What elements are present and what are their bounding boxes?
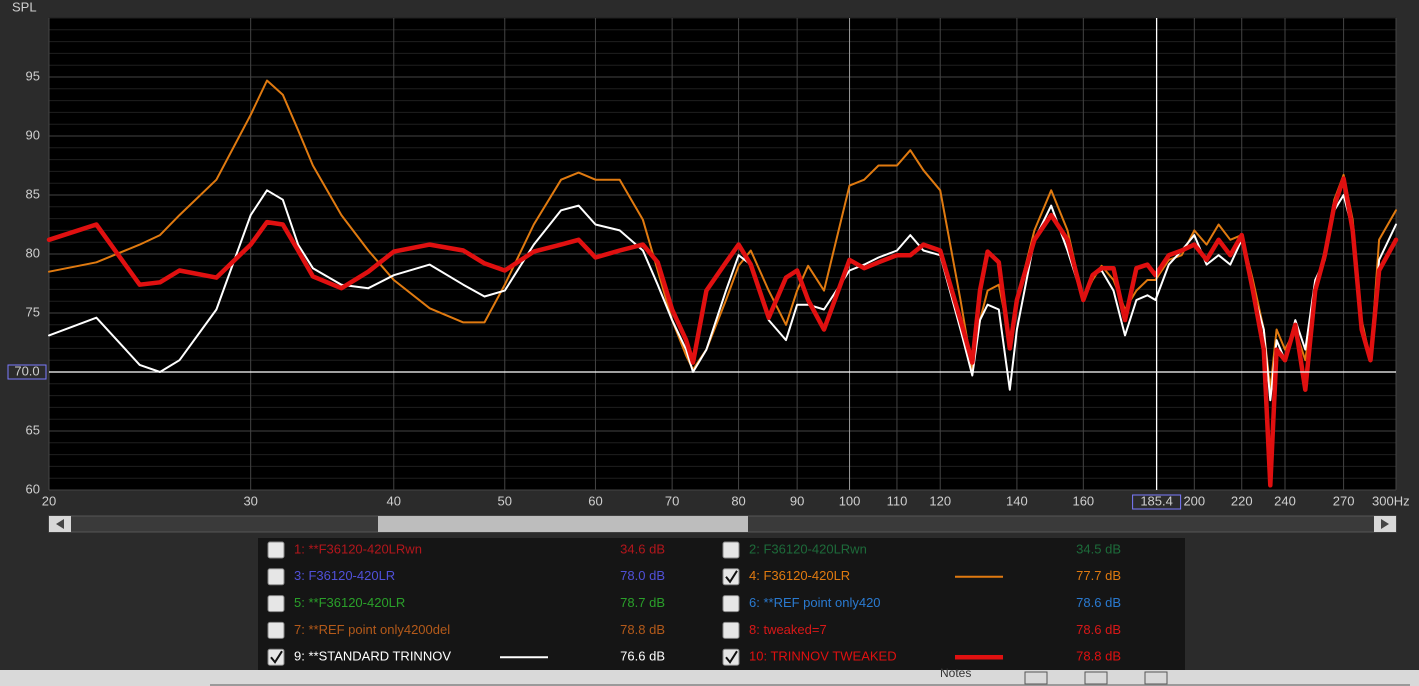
legend-checkbox[interactable] xyxy=(267,621,285,639)
legend-level: 78.8 dB xyxy=(620,622,665,637)
legend-label: 5: **F36120-420LR xyxy=(294,595,405,610)
x-tick-label: 240 xyxy=(1274,493,1296,508)
curve xyxy=(48,189,1397,402)
legend-level: 34.5 dB xyxy=(1076,541,1121,556)
checkmark xyxy=(725,570,738,584)
legend-label: 10: TRINNOV TWEAKED xyxy=(749,649,897,664)
legend-level: 78.6 dB xyxy=(1076,595,1121,610)
x-tick-label: 40 xyxy=(387,493,401,508)
legend-label: 3: F36120-420LR xyxy=(294,568,395,583)
axes: 6065707580859095203040506070809010011012… xyxy=(7,68,1410,510)
toolbar-icon[interactable] xyxy=(1024,671,1048,685)
y-axis-label: SPL xyxy=(12,0,37,14)
x-tick-label: 60 xyxy=(588,493,602,508)
x-tick-label: 110 xyxy=(887,493,908,508)
legend-checkbox[interactable] xyxy=(267,568,285,586)
grid xyxy=(48,17,1397,491)
x-tick-label: 20 xyxy=(42,493,56,508)
scroll-thumb[interactable] xyxy=(378,516,748,532)
toolbar-edge xyxy=(210,684,1410,686)
checkmark xyxy=(725,650,738,664)
legend-level: 78.0 dB xyxy=(620,568,665,583)
legend-panel xyxy=(258,538,1185,670)
curves xyxy=(46,18,1399,490)
x-tick-label: 140 xyxy=(1006,493,1028,508)
x-tick-label: 30 xyxy=(243,493,257,508)
legend-label: 8: tweaked=7 xyxy=(749,622,827,637)
x-tick-label: 270 xyxy=(1333,493,1355,508)
legend-checkbox[interactable] xyxy=(267,541,285,559)
legend-checkbox[interactable] xyxy=(722,595,740,613)
x-tick-label: 50 xyxy=(498,493,512,508)
legend-level: 76.6 dB xyxy=(620,649,665,664)
cursor-x-label: 185.4 xyxy=(1140,493,1173,508)
legend-level: 78.8 dB xyxy=(1076,649,1121,664)
legend-label: 4: F36120-420LR xyxy=(749,568,850,583)
legend-checkbox[interactable] xyxy=(722,541,740,559)
cursor-y-box xyxy=(7,364,47,380)
toolbar-notes[interactable]: Notes xyxy=(940,666,971,680)
cursor-x-box xyxy=(1132,494,1182,510)
toolbar-icon[interactable] xyxy=(1084,671,1108,685)
x-tick-label: 120 xyxy=(929,493,951,508)
x-tick-label: 70 xyxy=(665,493,679,508)
legend-label: 9: **STANDARD TRINNOV xyxy=(294,649,451,664)
arrow-right xyxy=(1381,519,1389,529)
x-tick-label: 90 xyxy=(790,493,804,508)
x-tick-label: 220 xyxy=(1231,493,1253,508)
y-tick-label: 60 xyxy=(26,481,40,496)
legend-checkbox[interactable] xyxy=(267,595,285,613)
curve xyxy=(46,176,1399,488)
legend-level: 77.7 dB xyxy=(1076,568,1121,583)
cursor-y-label: 70.0 xyxy=(14,363,39,378)
legend-label: 1: **F36120-420LRwn xyxy=(294,541,422,556)
legend-level: 34.6 dB xyxy=(620,541,665,556)
y-tick-label: 85 xyxy=(26,186,40,201)
toolbar xyxy=(0,670,1419,686)
y-tick-label: 75 xyxy=(26,304,40,319)
checkmark xyxy=(270,650,283,664)
y-tick-label: 95 xyxy=(26,68,40,83)
y-tick-label: 90 xyxy=(26,127,40,142)
y-tick-label: 65 xyxy=(26,422,40,437)
toolbar-icon[interactable] xyxy=(1144,671,1168,685)
legend-level: 78.6 dB xyxy=(1076,622,1121,637)
y-tick-label: 80 xyxy=(26,245,40,260)
legend-label: 2: F36120-420LRwn xyxy=(749,541,867,556)
x-tick-label: 200 xyxy=(1183,493,1205,508)
x-tick-label: 80 xyxy=(731,493,745,508)
legend-label: 6: **REF point only420 xyxy=(749,595,881,610)
legend-label: 7: **REF point only4200del xyxy=(294,622,450,637)
x-tick-label: 300Hz xyxy=(1372,493,1410,508)
x-tick-label: 100 xyxy=(839,493,861,508)
arrow-left xyxy=(56,519,64,529)
legend: 1: **F36120-420LRwn 34.6 dB 2: F36120-420L… xyxy=(267,541,1121,666)
legend-checkbox[interactable] xyxy=(722,621,740,639)
legend-level: 78.7 dB xyxy=(620,595,665,610)
x-tick-label: 160 xyxy=(1072,493,1094,508)
